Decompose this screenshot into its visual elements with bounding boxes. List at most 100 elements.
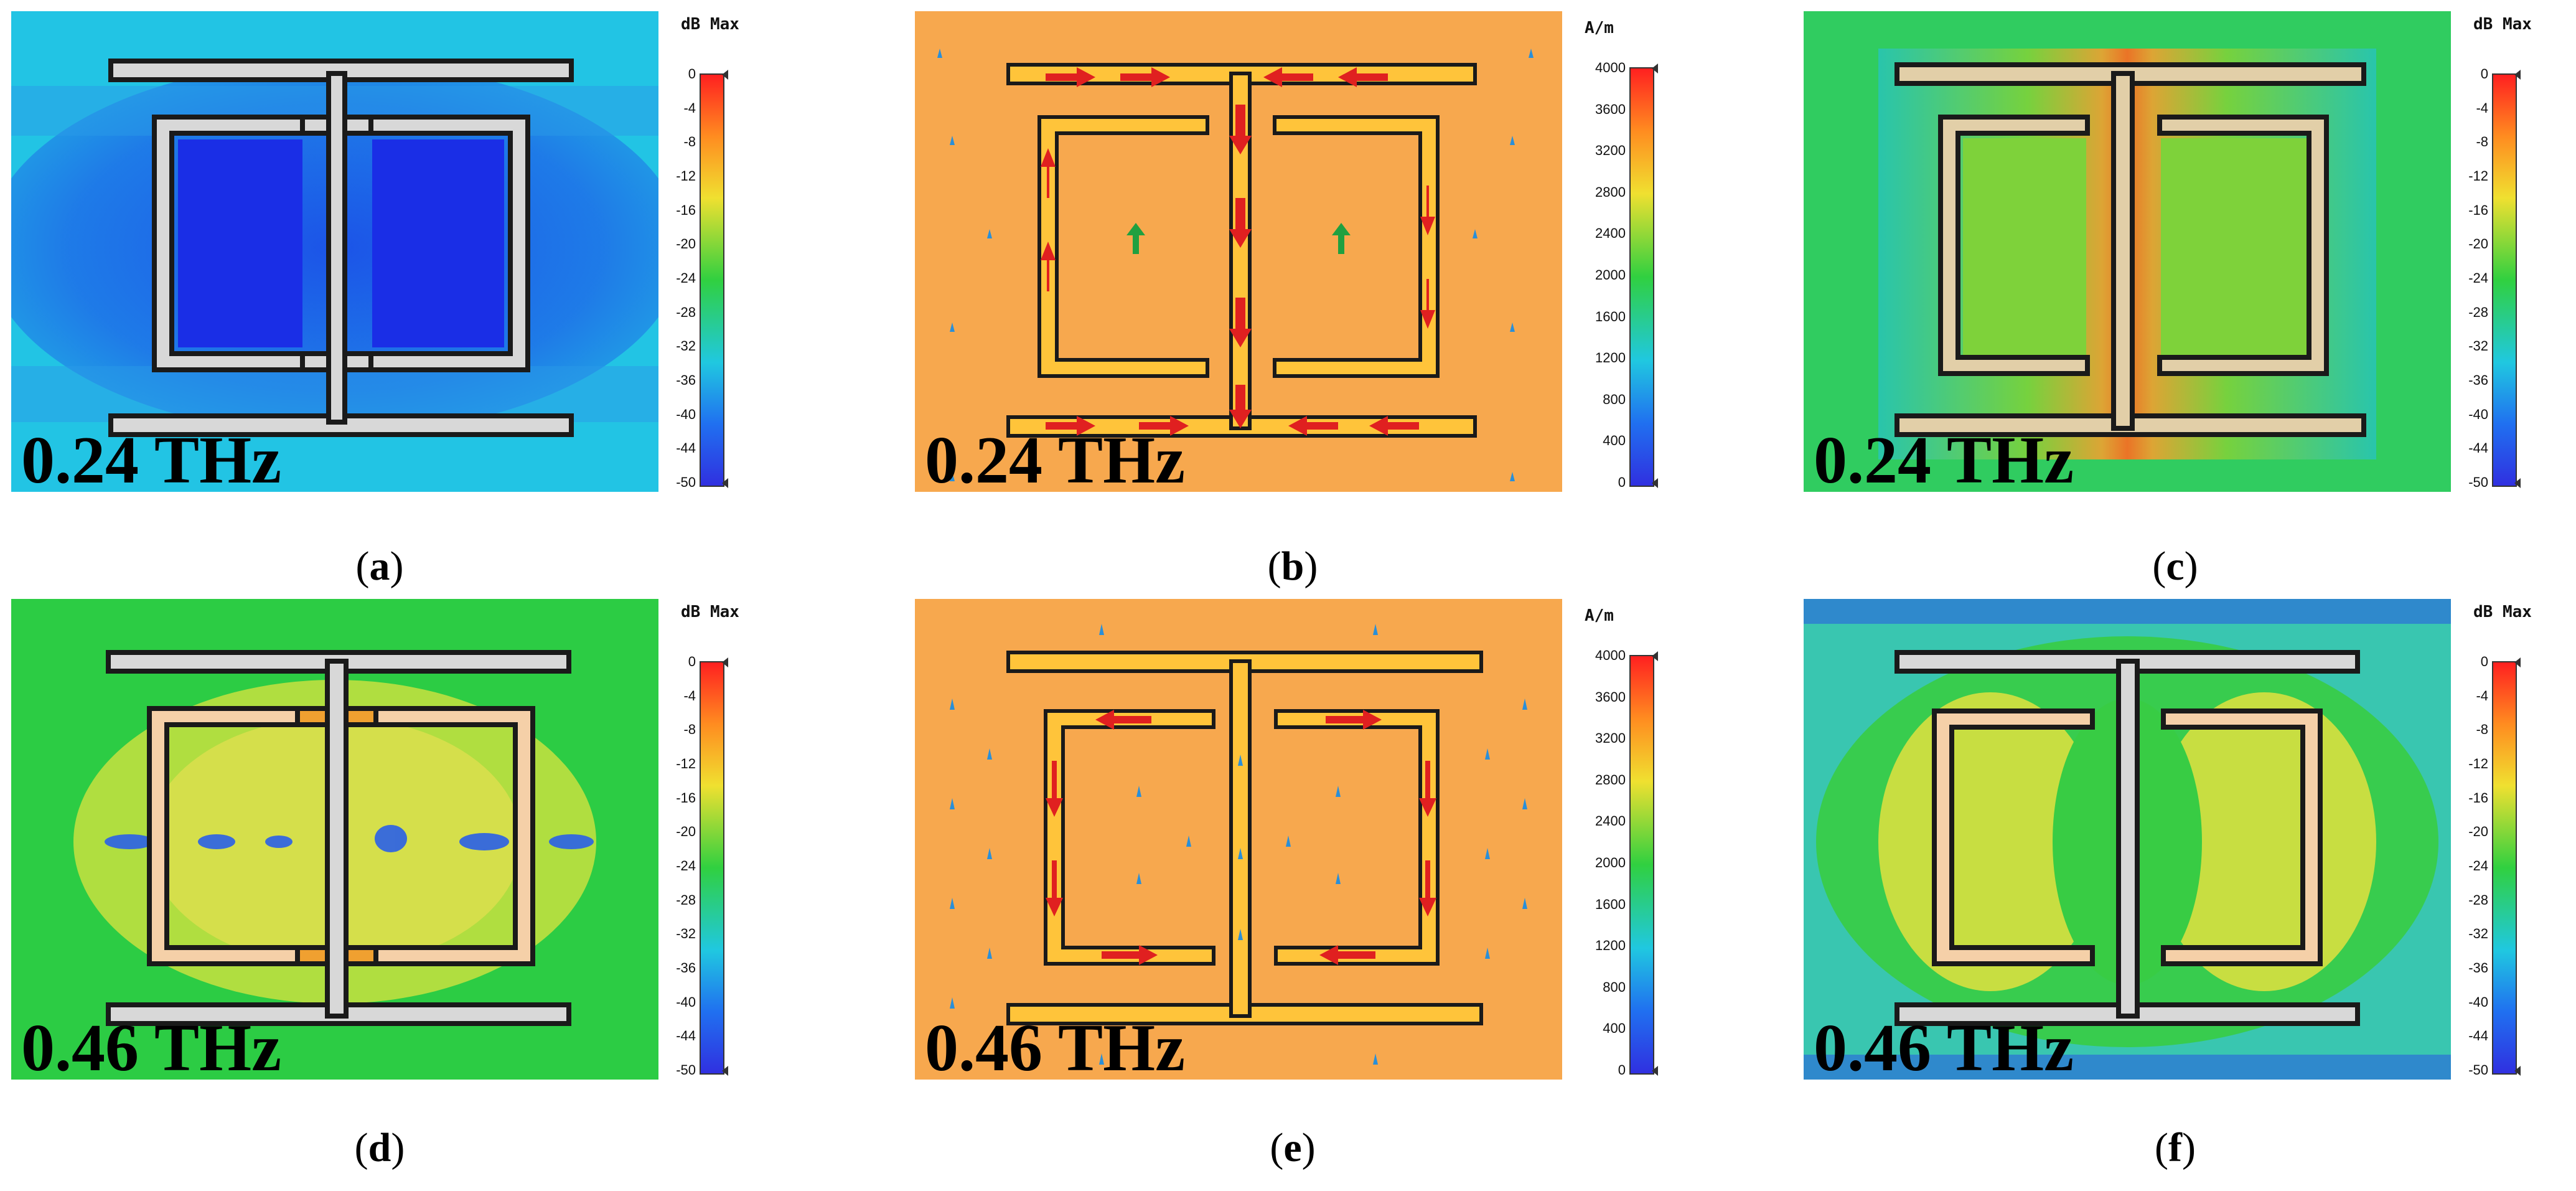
scale-unit-a: dB Max (681, 15, 739, 34)
frequency-label-e: 0.46 THz (925, 1011, 1186, 1080)
color-scale-a: dB Max 0 -4 -8 -12 -16 -20 -24 -28 -32 -36 -40 -44 -… (658, 11, 739, 492)
scale-tick-label: 2000 (1595, 267, 1626, 283)
scale-tick-label: 0 (688, 66, 696, 82)
scale-tick-label: 2000 (1595, 855, 1626, 870)
resonator-structure-f (1895, 650, 2360, 1026)
caption-f: (f) (2155, 1125, 2196, 1170)
color-scale-b: A/m 4000 3600 3200 2800 2400 2000 1600 1200 800 4… (1562, 11, 1662, 492)
scale-bar-b (1629, 67, 1654, 487)
current-arrows-e (1046, 710, 1436, 965)
scale-tick-label: -32 (676, 338, 696, 354)
scale-tick-label: 800 (1603, 391, 1626, 407)
scale-tick-label: 400 (1603, 1020, 1626, 1037)
field-map-c: 0.24 THz (1804, 11, 2451, 492)
caption-d: (d) (354, 1125, 405, 1170)
small-arrows-b (937, 49, 1534, 481)
scale-min-marker-icon (1652, 1066, 1658, 1076)
field-plot-f (1804, 599, 2451, 1080)
scale-tick-label: -40 (676, 994, 696, 1010)
scale-tick-label: -4 (2476, 687, 2488, 704)
scale-max-marker-icon (1652, 651, 1658, 661)
scale-tick-label: 2800 (1595, 184, 1626, 200)
scale-tick-label: -8 (683, 722, 696, 738)
scale-tick-label: -36 (2468, 960, 2488, 976)
panel-f: 0.46 THz dB Max 0 -4 -8 -12 -16 -20 -24 -28 -32 -… (1804, 599, 2532, 1091)
scale-max-marker-icon (722, 657, 728, 667)
scale-tick-label: -8 (683, 134, 696, 150)
scale-tick-label: -16 (2468, 202, 2488, 218)
scale-tick-label: -8 (2476, 134, 2488, 150)
scale-tick-label: 0 (1618, 474, 1626, 490)
caption-b: (b) (1267, 544, 1318, 589)
scale-tick-label: 4000 (1595, 647, 1626, 663)
small-arrows-e (950, 624, 1527, 1065)
scale-tick-label: -12 (2468, 168, 2488, 184)
scale-tick-label: 2400 (1595, 225, 1626, 242)
scale-tick-label: -32 (676, 926, 696, 942)
scale-tick-label: -28 (2468, 304, 2488, 320)
scale-tick-label: 4000 (1595, 60, 1626, 75)
scale-unit-d: dB Max (681, 603, 739, 621)
scale-tick-label: 1600 (1595, 308, 1626, 324)
scale-tick-label: 1200 (1595, 938, 1626, 954)
scale-tick-label: 3200 (1595, 730, 1626, 746)
scale-tick-label: -28 (676, 304, 696, 320)
resonator-structure-d (106, 650, 571, 1026)
scale-min-marker-icon (2514, 1066, 2521, 1076)
resonator-structure-c (1895, 62, 2366, 437)
color-scale-f: dB Max 0 -4 -8 -12 -16 -20 -24 -28 -32 -36 -40 -44 -… (2451, 599, 2532, 1080)
scale-unit-c: dB Max (2473, 15, 2532, 34)
scale-tick-label: -24 (2468, 858, 2488, 873)
scale-tick-label: -20 (676, 824, 696, 840)
scale-tick-label: -44 (676, 440, 696, 456)
panel-b: 0.24 THz A/m 4000 3600 3200 2800 2400 2000 160… (915, 11, 1662, 503)
scale-tick-label: -32 (2468, 926, 2488, 942)
scale-min-marker-icon (722, 1066, 728, 1076)
scale-tick-label: -32 (2468, 338, 2488, 354)
scale-unit-b: A/m (1585, 19, 1614, 37)
scale-tick-label: -28 (2468, 892, 2488, 908)
scale-tick-label: -20 (2468, 824, 2488, 840)
scale-bar-f (2492, 661, 2517, 1075)
color-scale-e: A/m 4000 3600 3200 2800 2400 2000 1600 1200 800 4… (1562, 599, 1662, 1080)
resonator-structure-e (1006, 651, 1483, 1025)
frequency-label-a: 0.24 THz (21, 423, 282, 492)
scale-min-marker-icon (722, 478, 728, 488)
scale-tick-label: -12 (676, 756, 696, 771)
frequency-label-c: 0.24 THz (1814, 423, 2074, 492)
panel-e: 0.46 THz A/m 4000 3600 3200 2800 2400 2000 160… (915, 599, 1662, 1091)
scale-tick-label: -4 (683, 100, 696, 116)
scale-tick-label: -36 (676, 960, 696, 976)
scale-tick-label: 2800 (1595, 771, 1626, 788)
field-plot-a (11, 11, 658, 492)
scale-tick-label: 1600 (1595, 896, 1626, 912)
scale-tick-label: 0 (2480, 66, 2488, 82)
field-plot-e (915, 599, 1562, 1080)
caption-e: (e) (1270, 1125, 1316, 1170)
scale-tick-label: -40 (2468, 994, 2488, 1010)
scale-tick-label: -50 (2468, 474, 2488, 490)
scale-tick-label: 1200 (1595, 350, 1626, 366)
scale-tick-label: -40 (2468, 406, 2488, 422)
scale-unit-e: A/m (1585, 606, 1614, 625)
color-scale-c: dB Max 0 -4 -8 -12 -16 -20 -24 -28 -32 -36 -40 -44 -… (2451, 11, 2532, 492)
field-map-e: 0.46 THz (915, 599, 1562, 1080)
scale-tick-label: -24 (2468, 270, 2488, 286)
scale-bar-c (2492, 73, 2517, 487)
scale-tick-label: -8 (2476, 722, 2488, 738)
scale-tick-label: 3600 (1595, 689, 1626, 705)
field-map-a: 0.24 THz (11, 11, 658, 492)
scale-tick-label: 800 (1603, 979, 1626, 995)
field-map-f: 0.46 THz (1804, 599, 2451, 1080)
frequency-label-b: 0.24 THz (925, 423, 1186, 492)
scale-tick-label: -24 (676, 270, 696, 286)
scale-tick-label: -16 (2468, 789, 2488, 806)
panel-d: 0.46 THz dB Max 0 -4 -8 -12 -16 -20 -24 -28 -32 -… (11, 599, 739, 1091)
scale-tick-label: -12 (676, 168, 696, 184)
scale-tick-label: -50 (2468, 1062, 2488, 1078)
scale-tick-label: -40 (676, 406, 696, 422)
caption-a: (a) (355, 544, 404, 589)
caption-c: (c) (2152, 544, 2198, 589)
frequency-label-f: 0.46 THz (1814, 1011, 2074, 1080)
scale-tick-label: -36 (676, 372, 696, 388)
